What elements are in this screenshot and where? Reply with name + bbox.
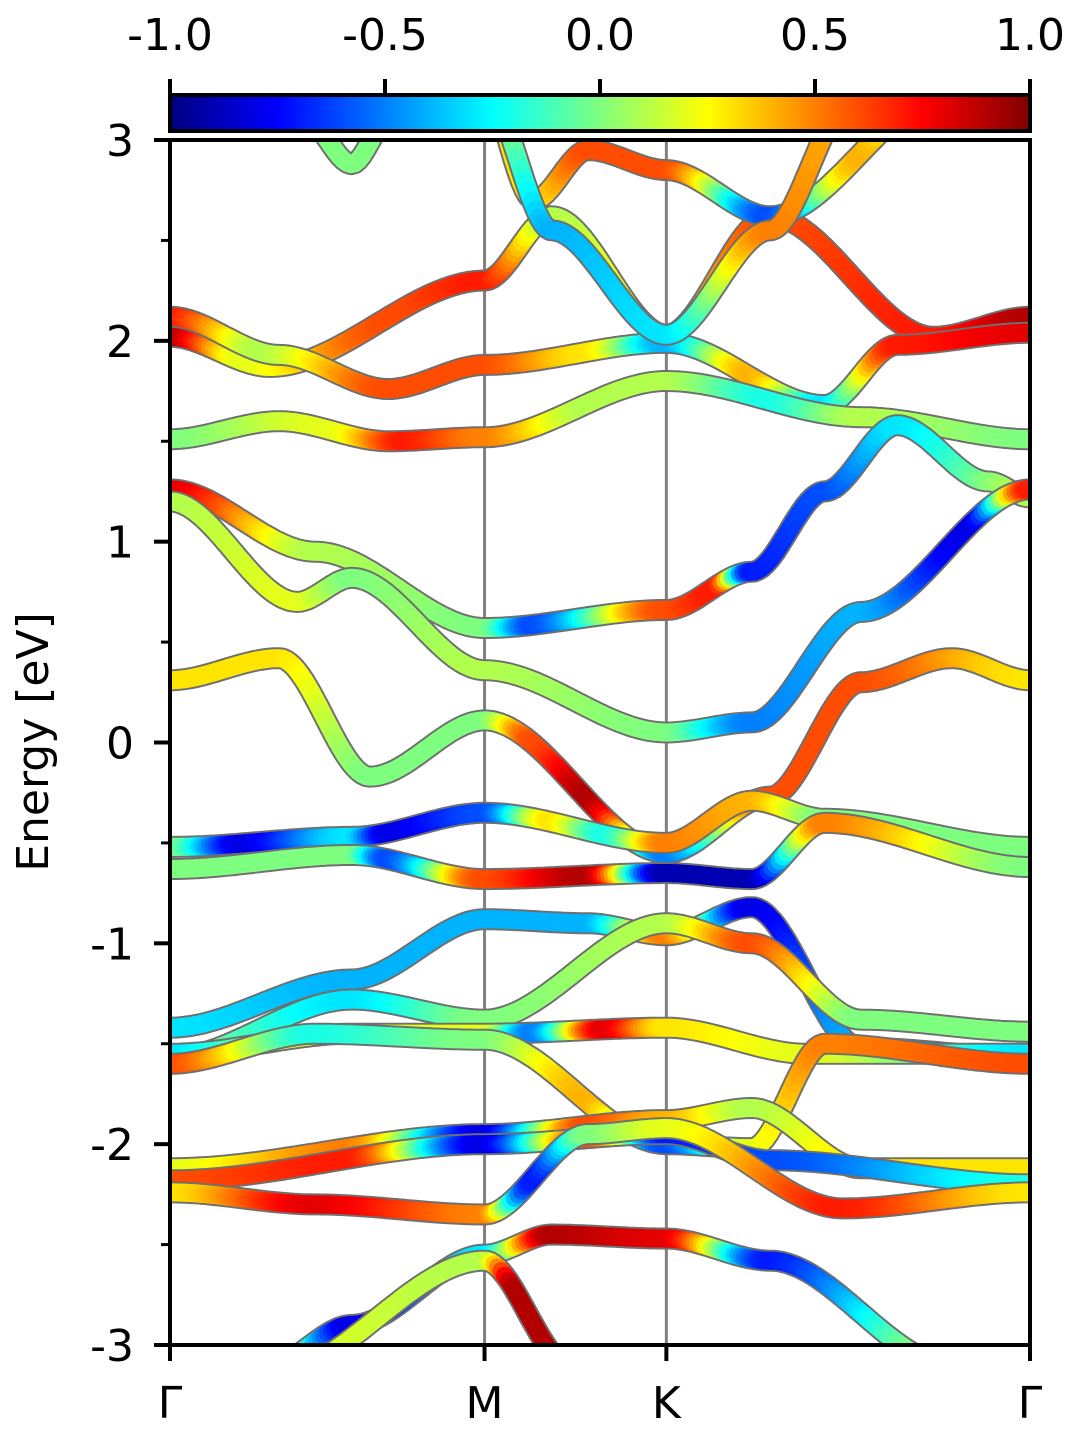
band-segment bbox=[941, 90, 945, 91]
x-tick-label: Γ bbox=[1018, 1378, 1043, 1429]
band-segment bbox=[306, 1365, 310, 1367]
y-axis-title: Energy [eV] bbox=[8, 612, 59, 872]
band-segment bbox=[540, 1339, 558, 1345]
band-segment bbox=[485, 90, 489, 91]
y-tick-label: -3 bbox=[90, 1321, 134, 1372]
colorbar-tick-label: 1.0 bbox=[995, 10, 1065, 61]
band-segment bbox=[556, 1357, 560, 1360]
band-8 bbox=[170, 811, 1030, 891]
band-15 bbox=[170, 1117, 1030, 1226]
x-tick-label: M bbox=[466, 1378, 504, 1429]
colorbar-tick-label: -0.5 bbox=[342, 10, 428, 61]
band-segment bbox=[906, 1343, 918, 1345]
band-segment bbox=[485, 90, 489, 92]
band-segment bbox=[900, 1341, 918, 1345]
colorbar-ticks: -1.0 -0.5 0.0 0.5 1.0 bbox=[127, 10, 1065, 95]
band-segment bbox=[919, 1356, 923, 1358]
y-tick-label: 2 bbox=[106, 317, 134, 368]
band-20 bbox=[485, 90, 834, 346]
y-tick-label: 0 bbox=[106, 719, 134, 770]
band-segment bbox=[945, 90, 949, 91]
band-segment bbox=[292, 1356, 296, 1358]
band-segment bbox=[295, 1339, 315, 1345]
band-segment bbox=[326, 1340, 343, 1345]
plot-area: -3 -2 -1 0 1 2 3 Γ M K Γ Energy [eV] bbox=[8, 90, 1043, 1429]
band-segment bbox=[288, 1372, 292, 1373]
band-segment bbox=[941, 1364, 945, 1365]
band-segment bbox=[288, 1358, 292, 1360]
band-segment bbox=[326, 1343, 337, 1345]
band-segment bbox=[303, 1367, 307, 1369]
band-segment bbox=[934, 1362, 938, 1363]
band-12 bbox=[170, 1022, 1030, 1160]
x-tick-label: K bbox=[652, 1378, 682, 1429]
y-tick-label: 3 bbox=[106, 116, 134, 167]
band-segment bbox=[285, 1373, 289, 1374]
band-segment bbox=[313, 1361, 317, 1363]
x-tick-label: Γ bbox=[158, 1378, 183, 1429]
band-segment bbox=[547, 1344, 556, 1345]
colorbar-tick-label: -1.0 bbox=[127, 10, 213, 61]
band-3 bbox=[170, 370, 1030, 453]
band-17 bbox=[281, 1249, 570, 1375]
band-segment bbox=[296, 1344, 302, 1345]
band-segment bbox=[299, 1368, 303, 1369]
band-segment bbox=[321, 1357, 325, 1359]
band-segment bbox=[324, 1355, 328, 1357]
band-segment bbox=[295, 1342, 310, 1345]
band-segment bbox=[926, 1360, 930, 1362]
band-segment bbox=[292, 1371, 296, 1372]
band-5 bbox=[170, 478, 1030, 744]
band-segment bbox=[930, 1361, 934, 1362]
band-segment bbox=[563, 1363, 567, 1365]
band-segment bbox=[281, 1362, 285, 1363]
colorbar-tick-label: 0.5 bbox=[780, 10, 850, 61]
colorbar: -1.0 -0.5 0.0 0.5 1.0 bbox=[127, 10, 1065, 133]
band-segment bbox=[285, 1360, 289, 1362]
band-segment bbox=[277, 1363, 281, 1364]
band-segment bbox=[867, 140, 887, 147]
band-segment bbox=[566, 1365, 570, 1366]
band-segment bbox=[916, 1354, 920, 1356]
y-tick-label: -1 bbox=[90, 919, 134, 970]
band-7 bbox=[170, 789, 1030, 858]
band-segment bbox=[274, 1364, 278, 1365]
band-segment bbox=[923, 1358, 927, 1360]
band-segment bbox=[937, 1363, 941, 1364]
colorbar-gradient bbox=[168, 93, 1032, 133]
band-segment bbox=[281, 1374, 285, 1375]
band-segment bbox=[937, 91, 941, 92]
bands bbox=[170, 90, 1030, 1375]
band-segment bbox=[559, 1361, 563, 1364]
band-segment bbox=[310, 1363, 314, 1365]
y-tick-label: -2 bbox=[90, 1120, 134, 1171]
band-segment bbox=[317, 1359, 321, 1361]
y-tick-label: 1 bbox=[106, 518, 134, 569]
band-segment bbox=[327, 1338, 348, 1345]
colorbar-tick-label: 0.0 bbox=[565, 10, 635, 61]
y-axis: -3 -2 -1 0 1 2 3 bbox=[90, 116, 170, 1372]
band-segment bbox=[295, 1369, 299, 1370]
band-segment bbox=[896, 1338, 916, 1345]
